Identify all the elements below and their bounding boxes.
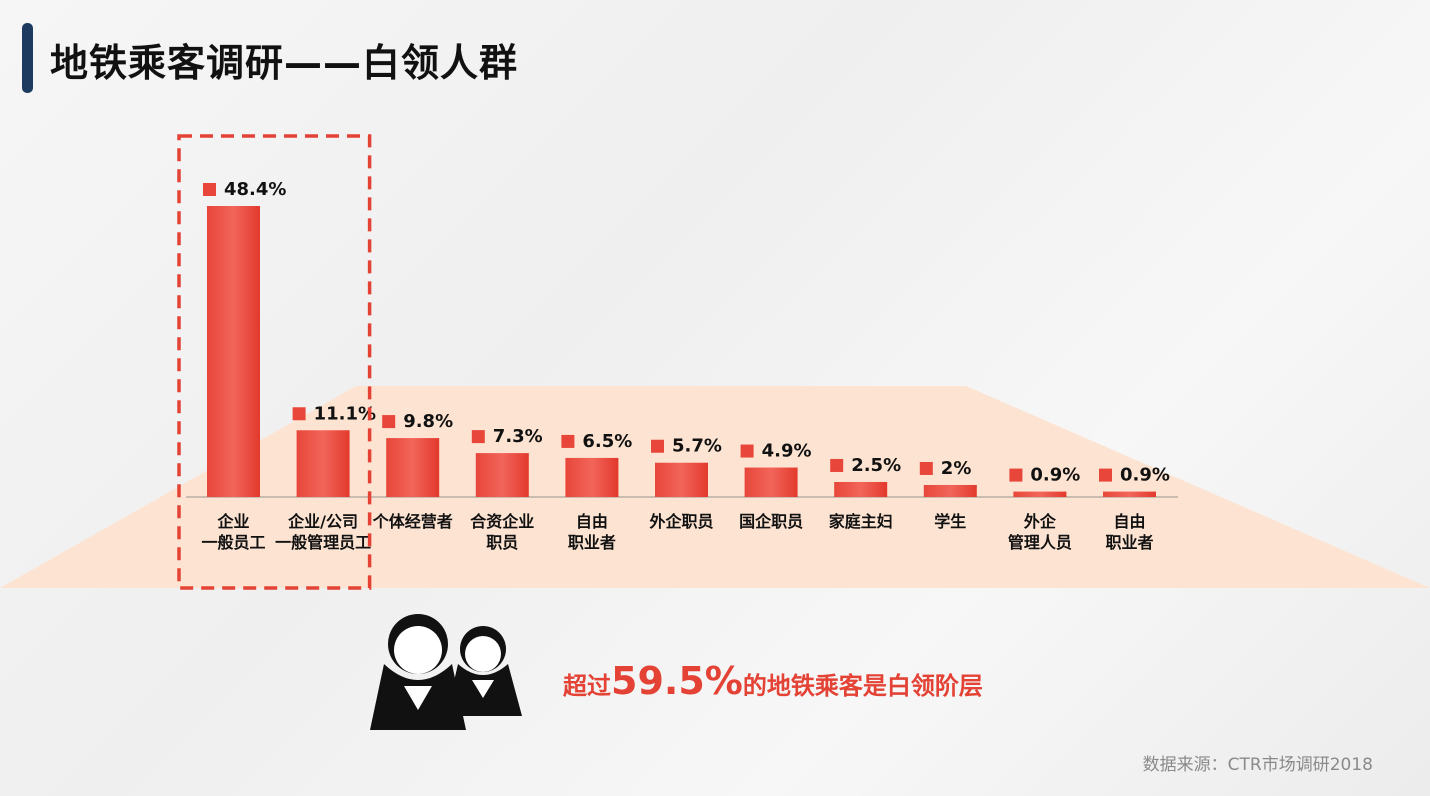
bar-value-label-3: 7.3% xyxy=(493,426,543,447)
bar-label-marker-0 xyxy=(203,183,216,196)
bar-9 xyxy=(1013,491,1067,497)
bar-label-marker-10 xyxy=(1099,468,1112,482)
bar-value-label-7: 2.5% xyxy=(851,455,901,476)
bar-4 xyxy=(565,457,619,497)
bar-label-marker-6 xyxy=(740,444,754,458)
bars-group: 48.4% 企业一般员工 11.1% 企业/公司一般管理员工 9.8% 个体经营者 7.3%… xyxy=(201,179,1169,552)
bar-5 xyxy=(655,462,708,497)
bar-0 xyxy=(207,206,260,497)
callout-prefix: 超过 xyxy=(563,672,611,700)
page-title: 地铁乘客调研——白领人群 xyxy=(50,41,519,85)
title-accent-bar xyxy=(22,23,33,93)
bar-chart: 48.4% 企业一般员工 11.1% 企业/公司一般管理员工 9.8% 个体经营者 7.3%… xyxy=(0,134,1430,590)
bar-10 xyxy=(1103,491,1156,497)
bar-label-marker-9 xyxy=(1009,468,1023,482)
category-label-0: 企业一般员工 xyxy=(201,512,265,552)
bar-value-label-6: 4.9% xyxy=(762,441,812,462)
callout-text: 超过59.5%的地铁乘客是白领阶层 xyxy=(563,656,983,711)
highlight-box xyxy=(177,134,372,590)
bar-7 xyxy=(834,481,888,497)
category-label-7: 家庭主妇 xyxy=(829,512,893,531)
category-label-9: 外企管理人员 xyxy=(1008,512,1072,552)
data-source: 数据来源：CTR市场调研2018 xyxy=(1142,755,1373,775)
category-label-2: 个体经营者 xyxy=(372,512,453,531)
category-label-1: 企业/公司一般管理员工 xyxy=(275,512,371,552)
category-label-5: 外企职员 xyxy=(648,512,713,531)
callout-suffix: 的地铁乘客是白领阶层 xyxy=(742,672,983,700)
category-label-6: 国企职员 xyxy=(739,512,803,531)
callout-value: 59.5% xyxy=(611,659,743,703)
bar-1 xyxy=(296,430,350,497)
category-label-10: 自由职业者 xyxy=(1105,512,1153,552)
bar-label-marker-5 xyxy=(651,439,664,453)
bar-label-marker-3 xyxy=(471,430,485,444)
bar-value-label-2: 9.8% xyxy=(403,411,453,432)
bar-label-marker-2 xyxy=(382,415,396,429)
category-label-3: 合资企业职员 xyxy=(470,512,534,552)
two-people-icon xyxy=(370,614,522,730)
bar-3 xyxy=(475,453,529,497)
bar-value-label-5: 5.7% xyxy=(672,436,722,457)
bar-label-marker-7 xyxy=(830,458,844,472)
bar-value-label-9: 0.9% xyxy=(1030,465,1080,486)
bar-label-marker-8 xyxy=(919,461,933,475)
bar-6 xyxy=(744,467,798,497)
bar-2 xyxy=(386,438,440,497)
bar-8 xyxy=(923,484,977,497)
bar-value-label-4: 6.5% xyxy=(582,431,632,452)
category-label-8: 学生 xyxy=(934,512,966,531)
bar-label-marker-1 xyxy=(292,407,306,421)
bar-value-label-8: 2% xyxy=(941,458,972,479)
bar-value-label-0: 48.4% xyxy=(224,179,286,200)
category-label-4: 自由职业者 xyxy=(568,512,616,552)
chart-base-plate xyxy=(0,386,1430,588)
bar-label-marker-4 xyxy=(561,434,575,448)
bar-value-label-1: 11.1% xyxy=(314,403,376,424)
bar-value-label-10: 0.9% xyxy=(1120,465,1170,486)
